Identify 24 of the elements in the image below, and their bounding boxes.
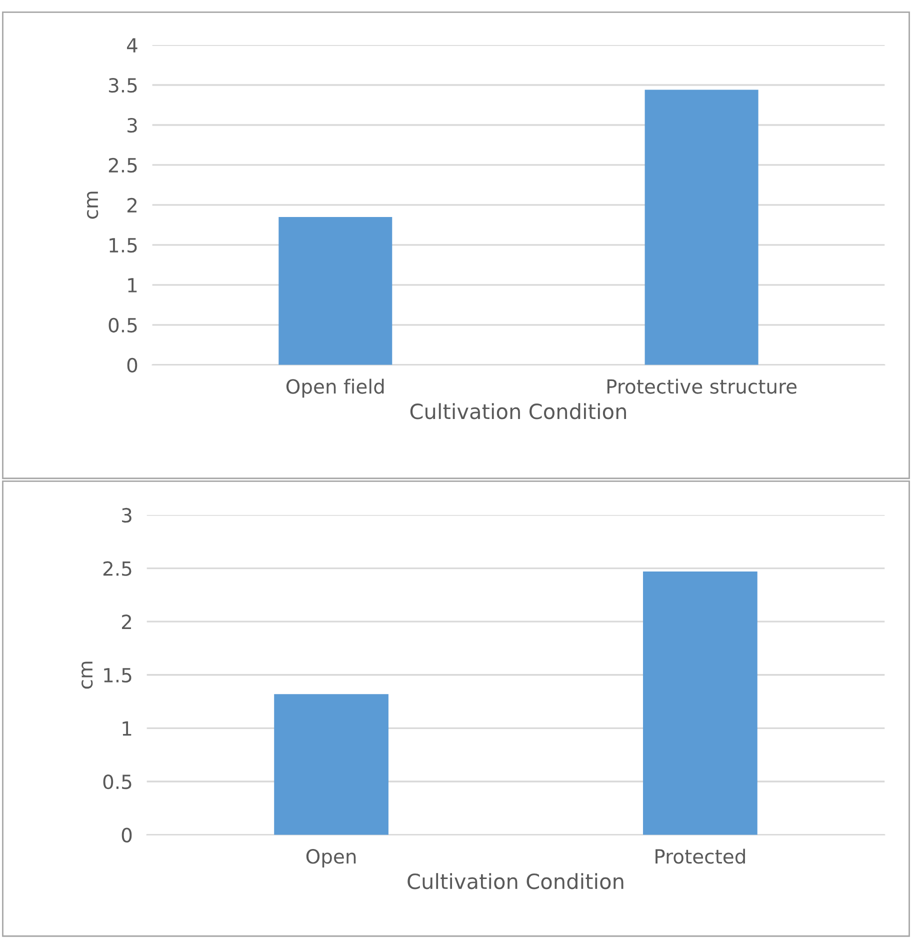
x-axis-title: Cultivation Condition <box>410 403 626 420</box>
y-tick-label: 2.5 <box>108 158 137 173</box>
y-tick-label: 1 <box>128 278 137 292</box>
y-axis-title: cm <box>87 192 98 219</box>
y-tick-label: 2 <box>122 614 131 629</box>
x-axis-title: Cultivation Condition <box>408 873 624 890</box>
y-axis-title: cm <box>82 662 93 689</box>
y-tick-label: 1.5 <box>104 668 132 683</box>
y-tick-label: 0.5 <box>103 774 132 790</box>
x-tick-label: Open <box>306 849 356 868</box>
x-tick-label: Protective structure <box>607 378 797 394</box>
y-tick-label: 3 <box>128 118 137 133</box>
y-tick-label: 2.5 <box>103 561 132 576</box>
y-tick-label: 1 <box>122 721 132 736</box>
y-tick-label: 4 <box>126 38 138 52</box>
y-tick-label: 1.5 <box>110 238 137 253</box>
y-tick-label: 0 <box>127 358 138 373</box>
y-tick-label: 2 <box>127 198 136 212</box>
y-tick-label: 0 <box>122 828 132 842</box>
y-tick-label: 3.5 <box>108 78 137 93</box>
y-tick-label: 3 <box>122 508 132 523</box>
y-tick-label: 0.5 <box>108 318 137 333</box>
x-tick-label: Open field <box>286 378 384 398</box>
x-tick-label: Protected <box>656 848 745 864</box>
